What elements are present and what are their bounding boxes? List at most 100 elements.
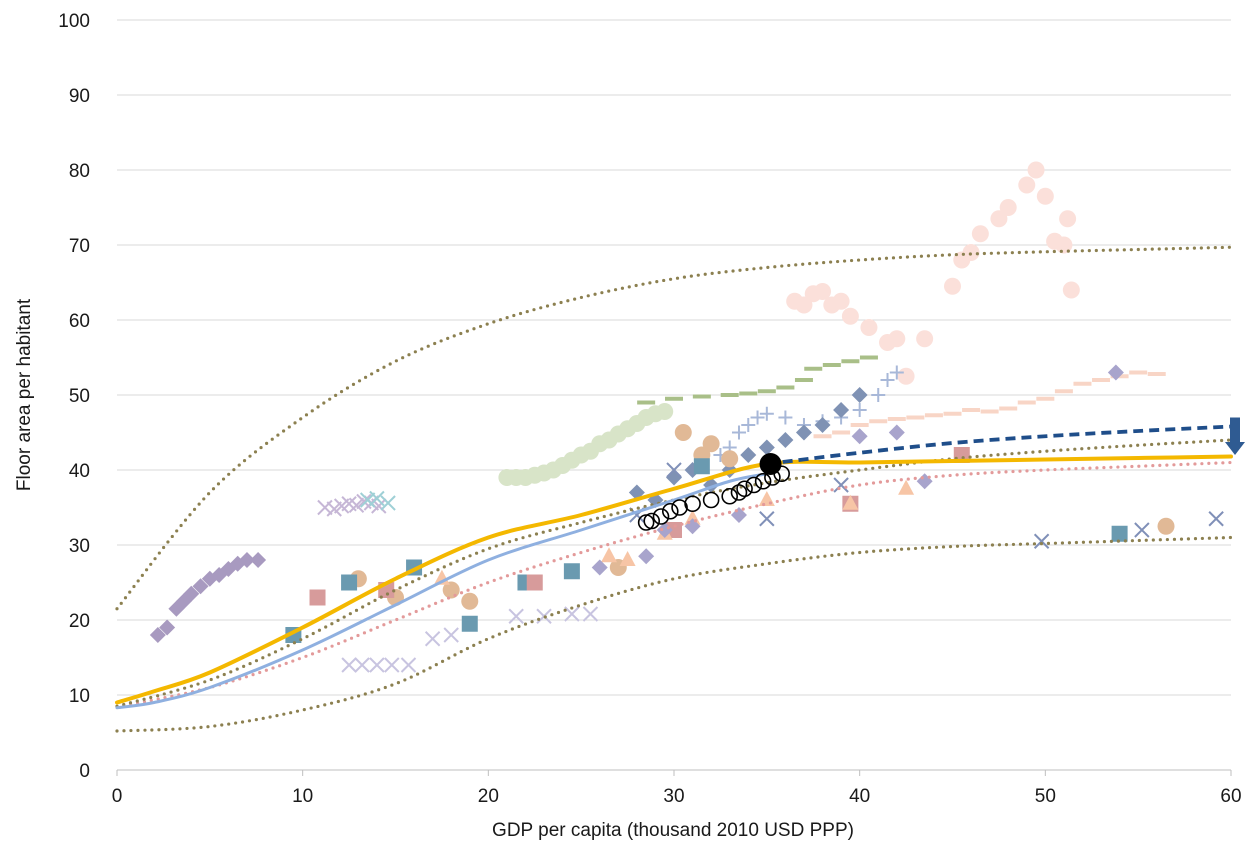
- data-point-circle: [971, 225, 989, 243]
- data-point-circle: [1055, 236, 1073, 254]
- data-point-cross: [354, 657, 370, 673]
- data-point-cross: [582, 606, 599, 622]
- data-point-circle: [1062, 281, 1080, 299]
- data-point-plus: [778, 410, 793, 425]
- data-point-square: [1111, 525, 1128, 542]
- data-point-circle-open: [684, 495, 701, 513]
- data-point-cross: [1208, 511, 1224, 527]
- data-point-plus: [759, 406, 774, 421]
- data-point-circle: [814, 283, 832, 300]
- data-point-circle: [702, 435, 720, 453]
- data-point-triangle: [758, 491, 775, 506]
- data-point-circle: [1027, 161, 1045, 179]
- data-point-circle: [944, 277, 961, 295]
- data-point-diamond: [638, 548, 655, 565]
- data-point-diamond: [149, 627, 166, 643]
- data-point-circle-open: [754, 472, 772, 490]
- data-point-circle: [1018, 176, 1036, 194]
- data-point-diamond: [740, 447, 757, 463]
- y-tick-label-60: 60: [69, 311, 90, 332]
- data-point-diamond: [888, 424, 905, 441]
- data-point-plus: [852, 403, 867, 417]
- data-point-cross: [508, 608, 524, 624]
- gridlines: [117, 19, 1231, 696]
- data-point-diamond: [851, 428, 868, 445]
- y-tick-label-40: 40: [69, 461, 90, 482]
- data-point-diamond: [1107, 364, 1124, 381]
- data-point-cross: [369, 657, 385, 673]
- data-point-diamond: [159, 619, 176, 636]
- x-axis: 0 10 20 30 40 50 60: [112, 769, 1242, 807]
- data-point-square: [526, 574, 543, 591]
- data-point-plus: [871, 388, 886, 402]
- data-point-square: [693, 458, 710, 475]
- arrow-shaft: [1230, 417, 1240, 443]
- x-tick-label-10: 10: [292, 786, 313, 807]
- x-tick-label-0: 0: [112, 786, 123, 807]
- data-point-cross: [317, 499, 333, 516]
- data-point-circle-open: [671, 499, 688, 516]
- y-tick-label-20: 20: [69, 611, 90, 632]
- data-point-circle: [461, 592, 479, 610]
- data-point-plus: [731, 425, 746, 440]
- data-point-cross: [833, 477, 849, 493]
- data-point-circle: [897, 367, 915, 385]
- data-point-diamond: [238, 552, 255, 568]
- data-point-circle: [916, 330, 934, 348]
- data-point-circle-open: [661, 502, 679, 520]
- data-point-diamond: [795, 424, 812, 441]
- data-point-triangle: [898, 479, 915, 495]
- data-point-circle-open: [702, 491, 720, 509]
- curve-lower-bound: [115, 535, 1233, 733]
- data-point-circle: [888, 330, 906, 348]
- x-axis-title: GDP per capita (thousand 2010 USD PPP): [492, 820, 854, 841]
- data-point-square: [666, 522, 682, 538]
- data-point-square: [563, 563, 580, 580]
- data-point-circle: [990, 210, 1008, 228]
- data-point-cross: [666, 462, 682, 478]
- data-point-circle: [1036, 187, 1054, 205]
- model-curves: [115, 245, 1245, 733]
- curve-pink-dotted: [115, 460, 1233, 709]
- x-tick-label-20: 20: [478, 786, 499, 807]
- data-point-diamond: [758, 439, 775, 456]
- curve-navy-dashed: [766, 424, 1232, 466]
- data-point-cross: [380, 495, 396, 511]
- data-point-circle-open: [745, 476, 763, 494]
- data-point-cross: [384, 657, 400, 673]
- y-tick-label-70: 70: [69, 236, 90, 257]
- curve-central: [115, 438, 1233, 708]
- data-point-cross: [359, 492, 376, 508]
- data-point-plus: [880, 373, 895, 387]
- data-point-diamond: [183, 585, 200, 602]
- data-point-square: [341, 574, 358, 591]
- data-point-circle: [841, 307, 859, 325]
- data-point-triangle: [842, 494, 859, 510]
- data-point-cross: [443, 627, 459, 643]
- data-point-circle: [1059, 210, 1077, 228]
- data-point-cross: [369, 490, 385, 507]
- x-tick-label-50: 50: [1035, 786, 1056, 807]
- data-point-cross: [564, 606, 580, 622]
- y-tick-label-50: 50: [69, 386, 90, 407]
- data-point-plus: [750, 410, 765, 425]
- scatter-markers: [149, 161, 1224, 673]
- data-point-circle-open: [643, 512, 661, 530]
- y-tick-label-100: 100: [58, 11, 90, 32]
- data-point-diamond: [192, 578, 209, 595]
- curve-orange-solid: [115, 454, 1233, 705]
- curve-upper-bound: [115, 245, 1233, 611]
- curve-blue-solid: [115, 472, 769, 710]
- data-point-diamond: [591, 559, 608, 576]
- data-point-circle: [962, 244, 980, 261]
- data-point-diamond: [777, 432, 794, 448]
- y-tick-label-0: 0: [79, 761, 90, 782]
- data-point-circle: [832, 292, 850, 310]
- data-point-circle-open: [721, 487, 739, 505]
- data-point-cross: [759, 511, 775, 527]
- data-point-triangle: [619, 551, 636, 566]
- data-point-circle-solid: [759, 453, 782, 475]
- data-point-diamond: [851, 387, 868, 403]
- y-tick-label-10: 10: [69, 686, 90, 707]
